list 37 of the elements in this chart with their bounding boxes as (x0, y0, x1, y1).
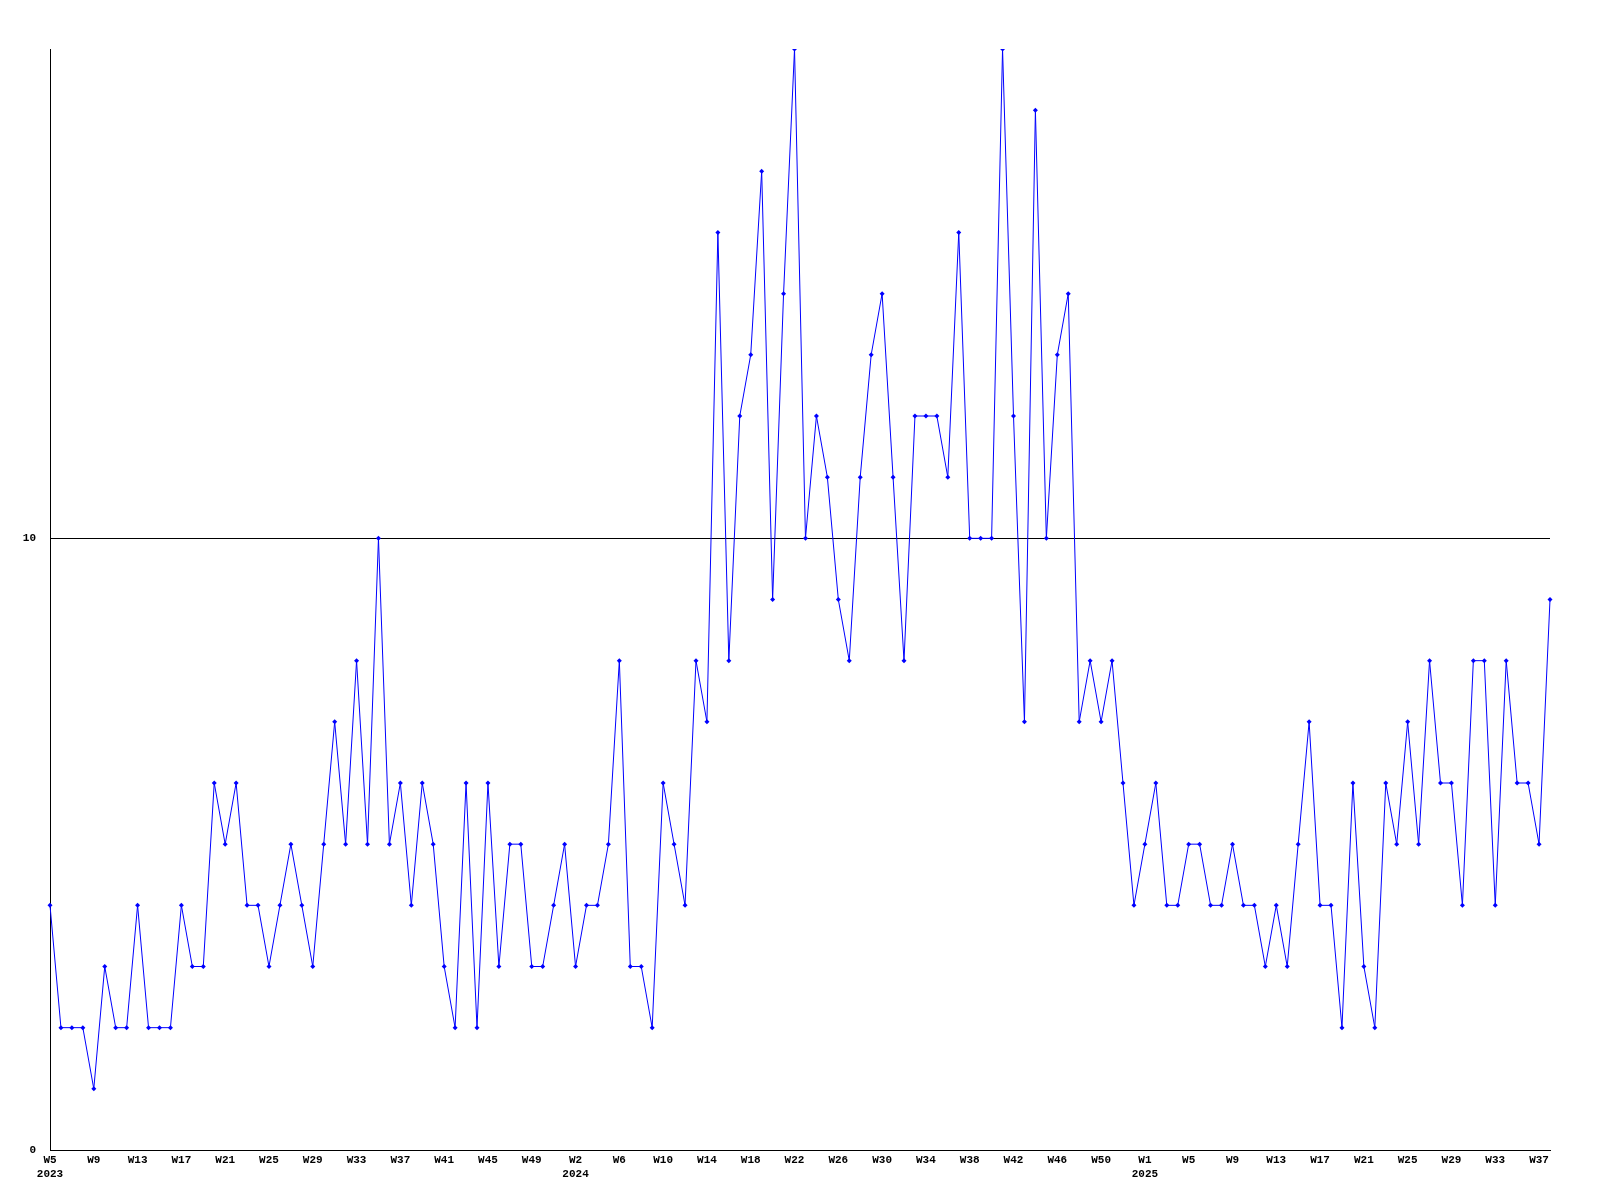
x-tick-label: W49 (521, 1154, 542, 1167)
x-tick-label: W29 (302, 1154, 323, 1167)
x-tick-label: W9 (87, 1154, 101, 1167)
x-tick-label: W46 (1047, 1154, 1068, 1167)
x-tick-label: W2 2024 (562, 1154, 590, 1180)
x-tick-label: W37 (1529, 1154, 1549, 1167)
x-tick-label: W26 (828, 1154, 849, 1167)
x-tick-label: W13 (1266, 1154, 1287, 1167)
x-tick-label: W9 (1225, 1154, 1240, 1167)
x-tick-label: W22 (784, 1154, 805, 1167)
x-tick-label: W5 (1182, 1154, 1196, 1167)
x-tick-label: W33 (1485, 1154, 1506, 1167)
x-tick-label: W21 (215, 1154, 236, 1167)
x-tick-label: W29 (1441, 1154, 1462, 1167)
y-tick-label: 0 (29, 1143, 36, 1156)
x-tick-label: W17 (171, 1154, 192, 1167)
x-tick-label: W18 (740, 1154, 762, 1167)
x-tick-label: W41 (434, 1154, 455, 1167)
x-tick-label: W13 (127, 1154, 148, 1167)
x-tick-label: W6 (612, 1154, 626, 1167)
x-tick-label: W21 (1353, 1154, 1375, 1167)
x-tick-label: W25 (1397, 1154, 1418, 1167)
x-tick-label: W37 (390, 1154, 411, 1167)
x-tick-label: W38 (959, 1154, 980, 1167)
x-tick-label: W34 (916, 1154, 937, 1167)
x-tick-label: W14 (697, 1154, 718, 1167)
x-tick-label: W25 (259, 1154, 280, 1167)
x-tick-label: W10 (653, 1154, 674, 1167)
x-tick-label: W1 2025 (1131, 1154, 1159, 1180)
x-tick-label: W45 (478, 1154, 499, 1167)
x-tick-label: W30 (872, 1154, 893, 1167)
x-tick-label: W33 (346, 1154, 367, 1167)
x-tick-label: W42 (1003, 1154, 1024, 1167)
x-tick-label: W17 (1310, 1154, 1330, 1167)
x-tick-label: W50 (1091, 1154, 1111, 1167)
x-tick-label: W5 2023 (36, 1154, 64, 1180)
y-tick-label: 10 (22, 532, 36, 545)
